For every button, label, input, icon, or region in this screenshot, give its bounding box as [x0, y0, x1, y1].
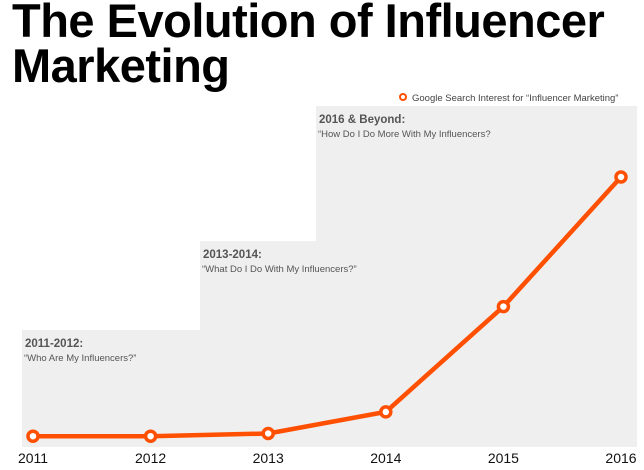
data-point [26, 429, 40, 443]
x-tick-label: 2015 [488, 450, 519, 466]
data-point [496, 299, 511, 314]
era-label: 2013-2014: [203, 249, 262, 261]
x-tick-label: 2012 [135, 450, 166, 466]
data-point [379, 405, 393, 419]
legend-label: Google Search Interest for “Influencer M… [412, 93, 618, 104]
chart-title: The Evolution of Influencer Marketing [12, 0, 605, 92]
era-question: “How Do I Do More With My Influencers? [318, 129, 491, 140]
legend: Google Search Interest for “Influencer M… [399, 93, 618, 104]
data-point [143, 429, 158, 443]
data-point [261, 426, 275, 441]
era-band [316, 106, 637, 447]
era-question: “Who Are My Influencers?” [24, 353, 136, 364]
x-tick-label: 2011 [18, 450, 48, 466]
era-question: “What Do I Do With My Influencers?” [202, 264, 357, 275]
era-label: 2016 & Beyond: [319, 114, 405, 126]
x-tick-label: 2013 [253, 450, 284, 466]
x-tick-label: 2014 [370, 450, 401, 466]
series-line [33, 175, 623, 439]
x-tick-label: 2016 [605, 450, 636, 466]
data-point [614, 170, 628, 184]
era-label: 2011-2012: [25, 338, 83, 350]
legend-marker [399, 93, 407, 101]
